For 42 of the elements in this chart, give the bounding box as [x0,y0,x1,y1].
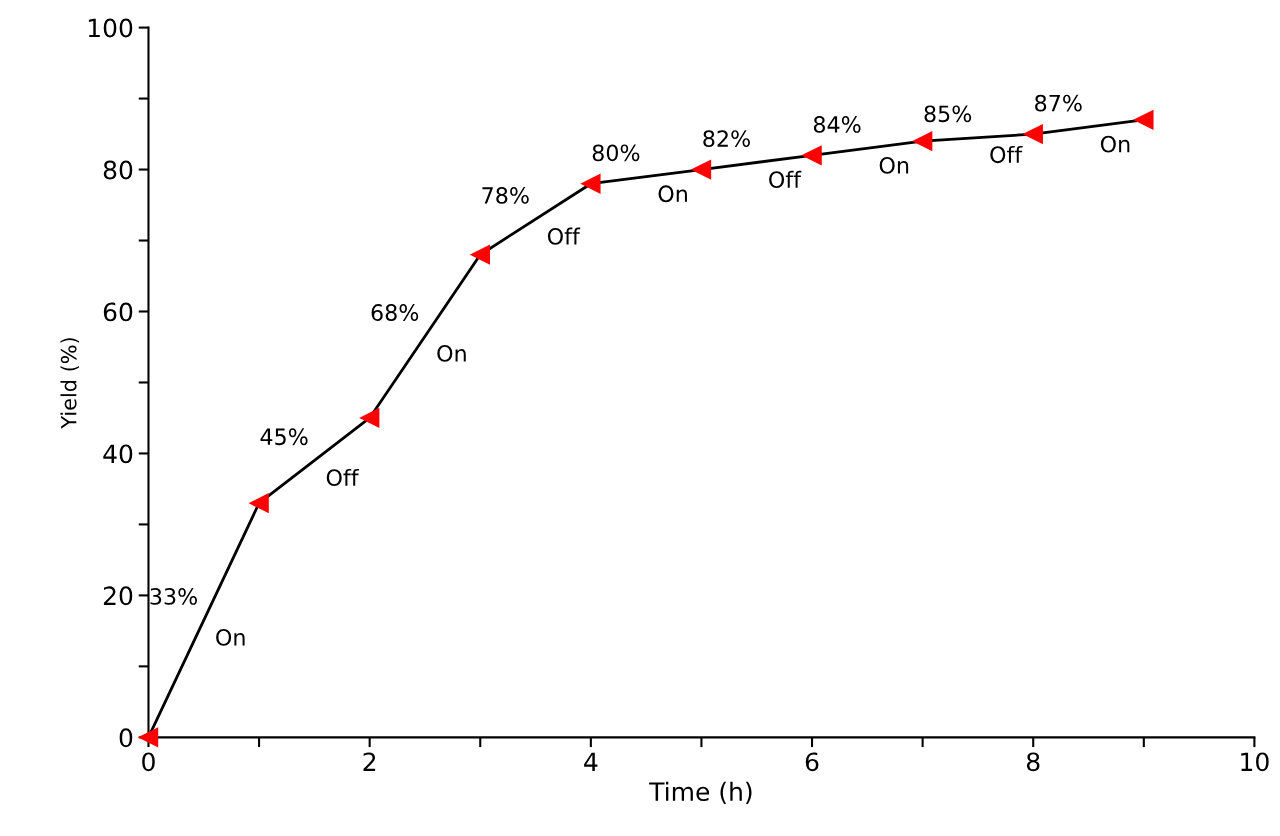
annotation: 45% [260,428,308,446]
y-tick-label: 100 [88,18,133,38]
annotation: On [216,628,245,646]
y-axis-title: Yield (%) [60,338,80,429]
annotation: Off [547,227,581,245]
annotation: 85% [924,105,972,123]
point [249,493,269,513]
x-tick-label: 8 [1026,752,1040,772]
annotation: 82% [703,130,750,148]
annotation: 68% [371,304,419,321]
y-tick-label: 60 [103,302,133,322]
point [1023,124,1043,144]
point [581,174,601,194]
annotation: 87% [1035,94,1082,112]
annotation: On [1100,135,1130,153]
point [802,145,822,166]
annotation: 84% [813,116,861,133]
point [691,159,712,180]
y-tick-label: 80 [103,160,133,180]
point [470,244,490,265]
x-tick-label: 10 [1241,752,1269,772]
point [1134,110,1154,130]
x-axis-title: Time (h) [649,781,752,804]
annotation: 80% [592,144,640,162]
point [912,131,933,151]
annotation: On [658,185,687,203]
x-tick-label: 4 [584,752,598,771]
annotation: 78% [482,187,529,204]
x-tick-label: 2 [363,752,376,771]
y-tick-label: 20 [103,586,133,606]
annotation: 33% [150,588,197,605]
y-tick-label: 40 [103,444,133,464]
point [359,408,380,428]
x-tick-label: 6 [805,752,819,772]
annotation: On [437,345,466,362]
annotation: Off [326,468,360,487]
annotation: Off [769,170,802,188]
y-tick-label: 0 [119,728,133,748]
annotation: On [879,156,909,174]
point [138,727,159,748]
x-tick-label: 0 [142,752,155,772]
annotation: Off [990,145,1023,164]
